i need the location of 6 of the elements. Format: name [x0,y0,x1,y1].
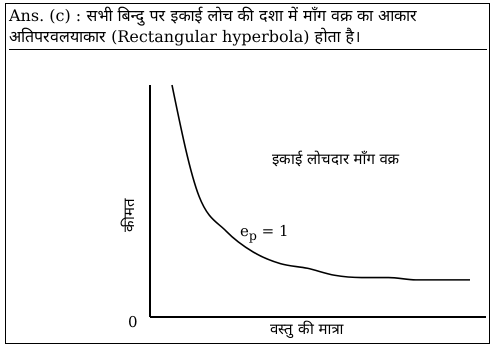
y-axis-title: कीमत [119,198,138,232]
annotation: e$_{p}$ = 1 [240,222,289,243]
x-axis-title: वस्तु की मात्रा [270,319,344,338]
text: 0 [128,313,138,331]
chart-title: Ans. (c) : सभी बिन्दु पर इकाई लोच की दशा में माँग वक्र का आकार अतिपरवलयाकार (Rectangular hyperbola) होता है। [9,5,487,50]
annotation: इकाई लोचदार माँग वक्र [272,149,400,168]
